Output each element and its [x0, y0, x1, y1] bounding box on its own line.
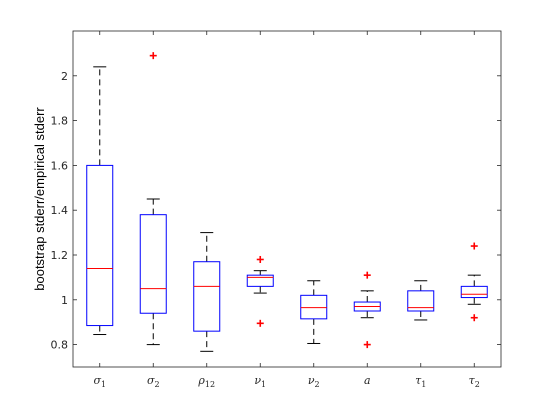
y-axis-label: bootstrap stderr/empirical stderr — [32, 107, 47, 291]
x-tick-label-subscript: 2 — [154, 380, 159, 389]
x-tick-label: ν2 — [308, 374, 320, 389]
x-tick-label-subscript: 1 — [261, 380, 266, 389]
x-tick-label-main: τ — [469, 374, 476, 387]
x-tick-label: ρ12 — [197, 374, 215, 389]
x-tick-label-main: σ — [147, 374, 155, 387]
outlier-marker — [256, 319, 264, 327]
x-tick-label-main: a — [364, 374, 371, 387]
x-tick-label-subscript: 1 — [421, 380, 426, 389]
y-tick-label: 2 — [61, 70, 68, 83]
outlier-marker — [470, 314, 478, 322]
x-tick-label-main: σ — [93, 374, 101, 387]
y-tick-label: 1.8 — [51, 115, 69, 128]
box-group-3 — [193, 232, 221, 352]
x-tick-label: ν1 — [254, 374, 266, 389]
box-group-6 — [353, 271, 381, 349]
x-tick-label-main: τ — [415, 374, 422, 387]
box-group-5 — [300, 280, 328, 344]
y-tick-label: 1.2 — [51, 249, 69, 262]
y-tick-label: 1.6 — [51, 159, 69, 172]
box-group-8 — [460, 242, 488, 322]
outlier-marker — [149, 52, 157, 60]
x-tick-label-subscript: 12 — [205, 380, 215, 389]
y-tick-label: 1.4 — [51, 204, 69, 217]
x-tick-label: σ1 — [93, 374, 106, 389]
box — [407, 290, 435, 312]
y-tick-label: 0.8 — [51, 339, 69, 352]
box-group-4 — [246, 255, 274, 327]
x-tick-label-subscript: 2 — [475, 380, 480, 389]
axes-frame — [72, 30, 502, 368]
x-tick-label-subscript: 2 — [315, 380, 320, 389]
outlier-marker — [363, 271, 371, 279]
y-tick-label: 1 — [61, 294, 68, 307]
plot-area — [73, 31, 501, 367]
box-group-1 — [86, 66, 114, 336]
box-group-2 — [139, 52, 167, 346]
x-tick-label: σ2 — [147, 374, 160, 389]
x-tick-label: τ1 — [415, 374, 426, 389]
box — [193, 261, 221, 332]
outlier-marker — [256, 255, 264, 263]
box — [300, 294, 328, 320]
box — [460, 285, 488, 299]
box — [86, 164, 114, 327]
box — [139, 214, 167, 314]
x-tick-label: a — [364, 374, 371, 387]
box-group-7 — [407, 280, 435, 321]
box — [246, 274, 274, 287]
chart-marks — [86, 52, 488, 352]
x-tick-label: τ2 — [469, 374, 480, 389]
outlier-marker — [470, 242, 478, 250]
x-tick-label-subscript: 1 — [101, 380, 106, 389]
x-tick-label-main: ν — [254, 374, 261, 387]
outlier-marker — [363, 341, 371, 349]
x-tick-label-main: ρ — [197, 374, 205, 387]
x-tick-label-main: ν — [308, 374, 315, 387]
